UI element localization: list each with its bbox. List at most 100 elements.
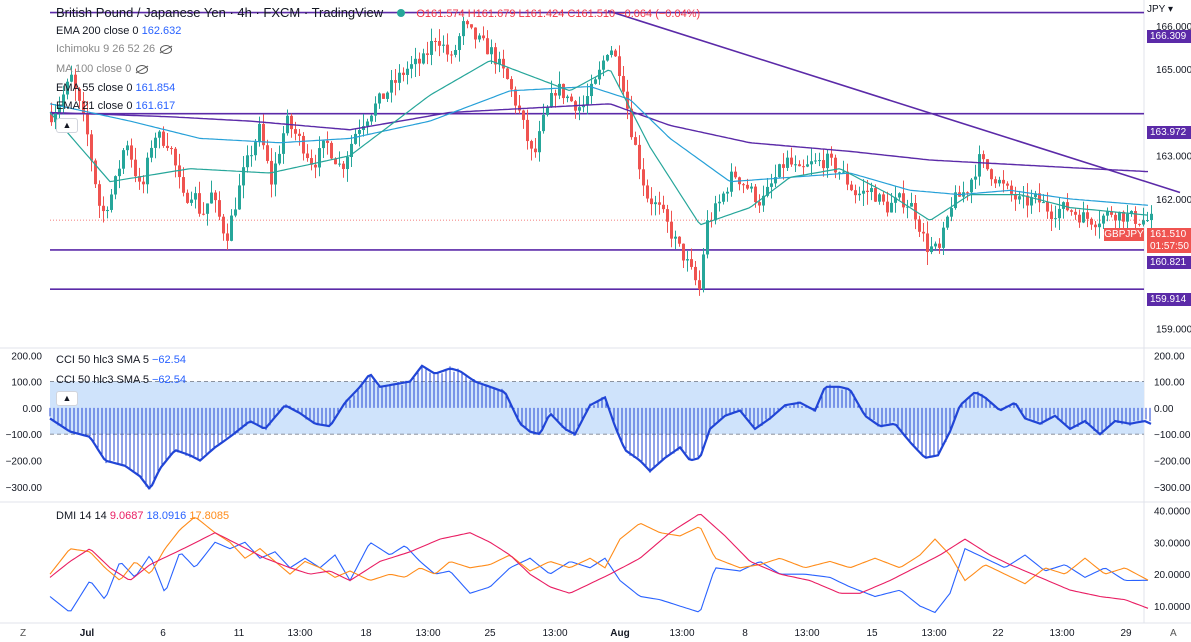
last-price-tag: 161.510: [1147, 228, 1191, 241]
candle-body: [238, 185, 241, 210]
candle-body: [514, 89, 517, 106]
candle-body: [1114, 214, 1117, 221]
symbol-title[interactable]: British Pound / Japanese Yen · 4h · FXCM…: [56, 5, 384, 20]
candle-body: [1074, 211, 1077, 215]
candle-body: [306, 153, 309, 159]
candle-body: [154, 137, 157, 148]
candle-body: [1006, 183, 1009, 186]
candle-body: [378, 93, 381, 104]
candle-body: [910, 203, 913, 207]
zoom-button[interactable]: Z: [20, 628, 27, 639]
candle-body: [442, 44, 445, 46]
candle-body: [1002, 179, 1005, 184]
legend-dmi[interactable]: DMI 14 14 9.0687 18.0916 17.8085: [56, 510, 230, 522]
candle-body: [674, 236, 677, 239]
candle-body: [294, 129, 297, 134]
candle-body: [590, 83, 593, 97]
candle-body: [1134, 211, 1137, 224]
candle-body: [666, 209, 669, 222]
legend-ichimoku[interactable]: Ichimoku 9 26 52 26: [56, 43, 173, 55]
candle-body: [986, 159, 989, 170]
auto-scale-button[interactable]: A: [1170, 628, 1177, 639]
candle-body: [214, 192, 217, 201]
candle-body: [158, 131, 161, 138]
chart-title-bar[interactable]: British Pound / Japanese Yen · 4h · FXCM…: [56, 5, 700, 20]
ema55-line: [49, 85, 1149, 206]
time-tick-label: 13:00: [669, 628, 694, 639]
candle-body: [806, 164, 809, 167]
candle-body: [606, 54, 609, 61]
candle-body: [930, 246, 933, 253]
hidden-eye-icon[interactable]: [160, 44, 173, 54]
candle-body: [1094, 224, 1097, 228]
candle-body: [186, 192, 189, 203]
candle-body: [822, 160, 825, 169]
candle-body: [230, 215, 233, 241]
collapse-cci-legend-button[interactable]: ▲: [56, 391, 78, 406]
legend-cci-1[interactable]: CCI 50 hlc3 SMA 5 −62.54: [56, 354, 186, 366]
time-tick-label: 13:00: [415, 628, 440, 639]
candle-body: [74, 74, 77, 89]
candle-body: [802, 166, 805, 168]
candle-body: [686, 259, 689, 261]
candle-body: [646, 185, 649, 199]
candle-body: [950, 208, 953, 217]
candle-body: [1082, 212, 1085, 223]
candle-body: [210, 192, 213, 204]
candle-body: [62, 94, 65, 107]
candle-body: [234, 209, 237, 216]
candle-body: [398, 72, 401, 83]
cci-tick-label-right: −100.00: [1154, 430, 1191, 441]
candle-body: [258, 123, 261, 143]
candle-body: [530, 141, 533, 149]
time-tick-label: 6: [160, 628, 166, 639]
candle-body: [118, 168, 121, 177]
trend-line: [607, 10, 1181, 194]
candle-body: [390, 80, 393, 93]
currency-selector[interactable]: JPY ▾: [1147, 4, 1173, 15]
candle-body: [934, 243, 937, 247]
candle-body: [750, 186, 753, 189]
time-tick-label: 25: [484, 628, 496, 639]
time-tick-label: 22: [992, 628, 1004, 639]
candle-body: [890, 202, 893, 213]
candle-body: [698, 280, 701, 290]
dmi-minus-di-line: [49, 516, 1149, 585]
candle-body: [290, 115, 293, 130]
time-tick-label: 13:00: [287, 628, 312, 639]
candle-body: [830, 153, 833, 158]
legend-ema21[interactable]: EMA 21 close 0 161.617: [56, 100, 176, 112]
candle-body: [742, 184, 745, 186]
candle-body: [762, 195, 765, 206]
candle-body: [550, 93, 553, 108]
candle-body: [1046, 202, 1049, 212]
candle-body: [102, 205, 105, 212]
candle-body: [586, 96, 589, 105]
candle-body: [202, 213, 205, 215]
dmi-tick-label: 40.0000: [1154, 506, 1191, 517]
market-status-icon: [396, 9, 405, 17]
candle-body: [790, 157, 793, 165]
cci-line: [49, 364, 1152, 490]
candle-body: [70, 74, 73, 82]
candle-body: [594, 79, 597, 84]
candle-body: [1146, 220, 1149, 222]
candle-body: [918, 219, 921, 232]
legend-cci-2[interactable]: CCI 50 hlc3 SMA 5 −62.54: [56, 374, 186, 386]
legend-ema55[interactable]: EMA 55 close 0 161.854: [56, 82, 176, 94]
legend-ema200[interactable]: EMA 200 close 0 162.632: [56, 25, 182, 37]
candle-body: [278, 153, 281, 164]
candle-body: [1106, 211, 1109, 216]
legend-ma100[interactable]: MA 100 close 0: [56, 63, 149, 75]
candle-body: [978, 154, 981, 177]
candle-body: [922, 231, 925, 234]
level-tag-159: 159.914: [1147, 293, 1191, 306]
candle-body: [902, 193, 905, 208]
hidden-eye-icon[interactable]: [136, 64, 149, 74]
collapse-legend-button[interactable]: ▲: [56, 118, 78, 133]
candle-body: [630, 108, 633, 138]
candle-body: [882, 194, 885, 202]
candle-body: [198, 193, 201, 214]
